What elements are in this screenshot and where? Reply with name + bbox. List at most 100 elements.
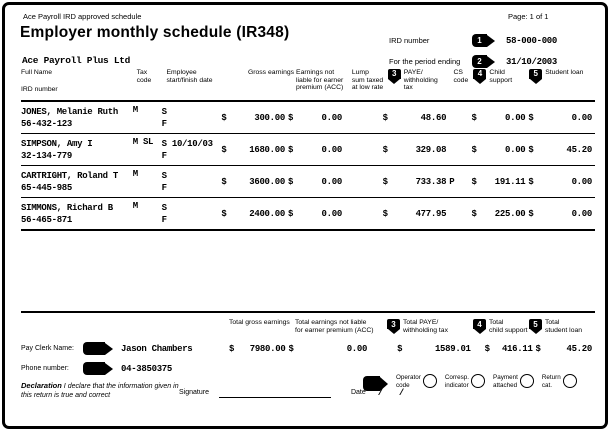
badge-1-icon: 1: [472, 34, 495, 47]
pay-clerk-badge-icon: [83, 342, 113, 355]
paye-tax: $477.95: [382, 208, 447, 219]
period-ending-field: For the period ending 2 31/10/2003: [389, 55, 557, 68]
lump-sum: [345, 198, 383, 229]
total-student-loan-value: $45.20: [535, 344, 593, 354]
total-student-loan-label: 5 Total student loan: [529, 319, 595, 334]
employee-ird: 56-465-871: [21, 214, 73, 225]
office-use-section: Operator code Corresp. indicator Payment…: [363, 374, 577, 391]
child-support: $0.00: [471, 144, 526, 155]
phone-badge-icon: [83, 362, 113, 375]
return-cat-label: Return cat.: [541, 374, 561, 389]
phone-number-value: 04-3850375: [121, 363, 173, 374]
payment-attached-label: Payment attached: [493, 374, 518, 389]
badge-3-icon: 3: [387, 69, 401, 84]
corresp-indicator-label: Corresp. indicator: [444, 374, 470, 389]
tax-code: M SL: [132, 137, 154, 147]
employee-name: SIMMONS, Richard B: [21, 202, 113, 213]
lump-sum: [345, 134, 383, 165]
lump-sum: [345, 166, 383, 197]
declaration-title: Declaration: [21, 381, 62, 390]
col-header-earnings-not-liable: Earnings not liable for earner premium (…: [296, 69, 344, 91]
phone-number-field: Phone number: 04-3850375: [21, 362, 172, 375]
lump-sum: [345, 102, 383, 133]
student-loan: $0.00: [528, 208, 592, 219]
col-header-paye: 3 PAYE/ withholding tax: [387, 69, 454, 92]
total-paye-label: 3 Total PAYE/ withholding tax: [387, 319, 473, 334]
badge-2-icon: 2: [472, 55, 495, 68]
earnings-not-liable: $0.00: [287, 176, 342, 187]
employee-name: SIMPSON, Amy I: [21, 138, 93, 149]
office-use-badge-icon: [363, 376, 388, 391]
badge-5-icon: 5: [529, 69, 543, 84]
employee-schedule-table: Full Name IRD number Tax code Employee s…: [21, 69, 595, 231]
gross-earnings: $2400.00: [221, 208, 285, 219]
period-ending-label: For the period ending: [389, 57, 461, 66]
company-name: Ace Payroll Plus Ltd: [22, 55, 131, 66]
signature-line: [218, 387, 331, 398]
pay-clerk-field: Pay Clerk Name: Jason Chambers: [21, 342, 193, 355]
total-acc-value: $0.00: [288, 344, 368, 354]
tax-code: M: [132, 169, 138, 179]
employee-ird: 32-134-779: [21, 150, 73, 161]
badge-4-icon: 4: [473, 319, 486, 334]
pay-clerk-value: Jason Chambers: [121, 343, 193, 354]
col-header-cs-code: CS code: [453, 69, 469, 84]
col-header-child-support: 4 Child support: [473, 69, 529, 84]
totals-separator-line: [21, 311, 595, 313]
period-ending-value: 31/10/2003: [506, 56, 558, 67]
cs-code: [449, 102, 471, 133]
cs-code: [449, 198, 471, 229]
gross-earnings: $1680.00: [221, 144, 285, 155]
totals-section: Total gross earnings Total earnings not …: [229, 319, 595, 354]
tax-code: M: [132, 105, 138, 115]
earnings-not-liable: $0.00: [287, 144, 342, 155]
return-cat-circle: [562, 374, 577, 388]
employee-ird: 56-432-123: [21, 118, 73, 129]
col-header-full-name: Full Name IRD number: [21, 69, 58, 93]
ird-number-label: IRD number: [389, 36, 430, 45]
operator-code-circle: [422, 374, 437, 388]
cs-code: [449, 134, 471, 165]
gross-earnings: $3600.00: [221, 176, 285, 187]
paye-tax: $733.38: [382, 176, 447, 187]
total-acc-label: Total earnings not liable for earner pre…: [295, 319, 374, 334]
date-slash: /: [398, 387, 404, 398]
date-slash: /: [377, 387, 383, 398]
employee-name: JONES, Melanie Ruth: [21, 106, 118, 117]
badge-3-icon: 3: [387, 319, 400, 334]
student-loan: $0.00: [528, 112, 592, 123]
payment-attached-circle: [519, 374, 534, 388]
declaration-text: Declaration I declare that the informati…: [21, 381, 179, 399]
col-header-employee-dates: Employee start/finish date: [166, 69, 213, 84]
ird-number-value: 58-000-000: [506, 35, 558, 46]
child-support: $191.11: [471, 176, 526, 187]
earnings-not-liable: $0.00: [287, 208, 342, 219]
employee-name: CARTRIGHT, Roland T: [21, 170, 118, 181]
pay-clerk-label: Pay Clerk Name:: [21, 345, 74, 352]
page-number-label: Page: 1 of 1: [508, 12, 549, 21]
paye-tax: $48.60: [382, 112, 447, 123]
payment-attached-field: Payment attached: [493, 374, 534, 389]
student-loan: $0.00: [528, 176, 592, 187]
col-header-lump-sum: Lump sum taxed at low rate: [351, 69, 384, 91]
total-gross-label: Total gross earnings: [229, 319, 290, 326]
total-child-support-value: $416.11: [484, 344, 533, 354]
cs-code: P: [449, 176, 455, 187]
return-cat-field: Return cat.: [542, 374, 577, 389]
date-label: Date: [350, 389, 366, 396]
total-gross-value: $7980.00: [229, 344, 286, 354]
child-support: $225.00: [471, 208, 526, 219]
phone-number-label: Phone number:: [21, 365, 69, 372]
page-title: Employer monthly schedule (IR348): [20, 24, 290, 41]
ird-number-field: IRD number 1 58-000-000: [389, 34, 557, 47]
badge-4-icon: 4: [473, 69, 487, 84]
operator-code-label: Operator code: [396, 374, 421, 389]
signature-field: Signature Date / /: [179, 387, 404, 398]
total-child-support-label: 4 Total child support: [473, 319, 529, 334]
paye-tax: $329.08: [382, 144, 447, 155]
